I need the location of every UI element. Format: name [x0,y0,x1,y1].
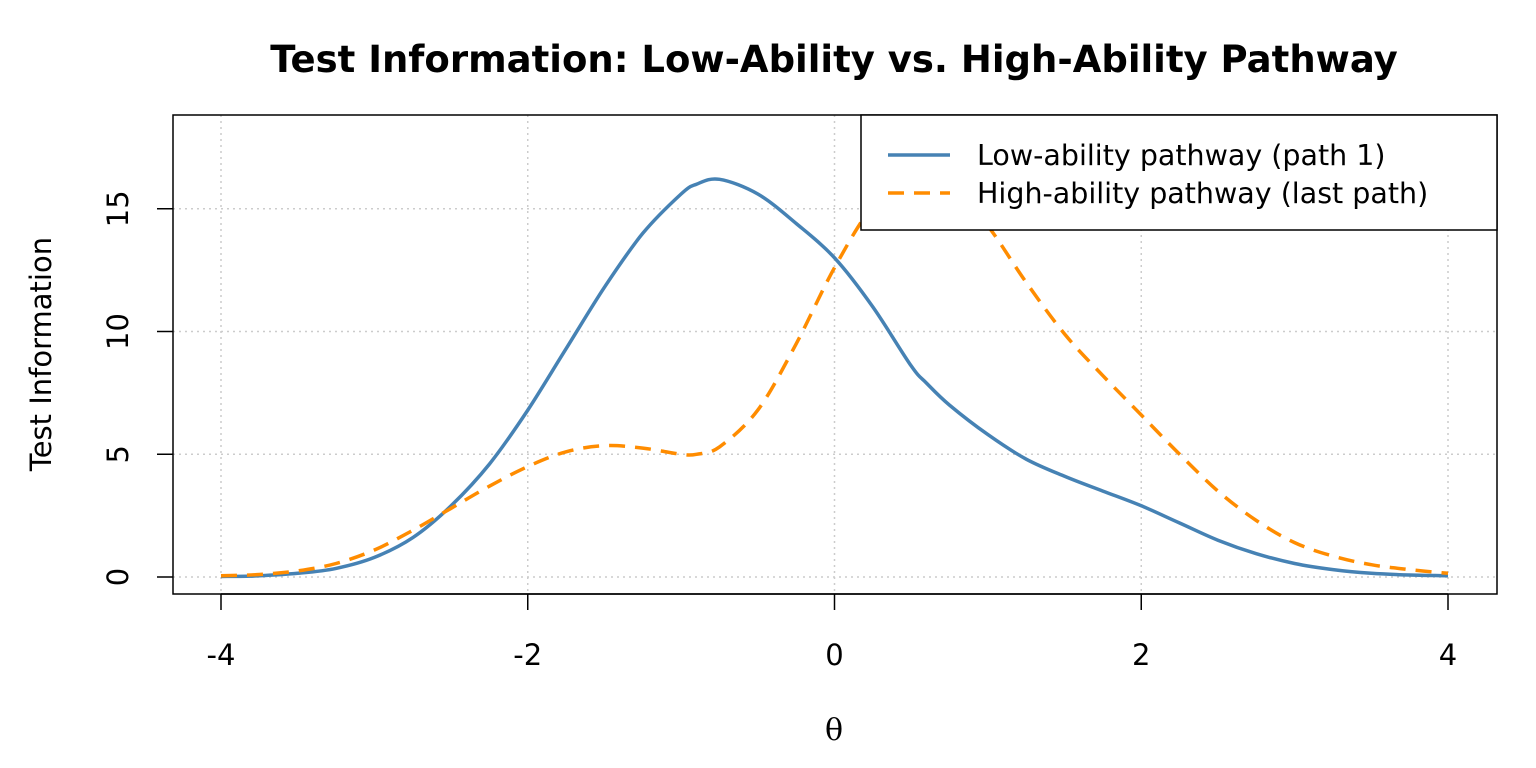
y-tick-label: 15 [101,190,135,227]
legend-label: High-ability pathway (last path) [977,177,1428,210]
x-tick-label: -2 [513,638,542,672]
series-line-high-ability [220,171,1449,578]
legend-box [860,114,1498,231]
y-tick-label: 5 [101,445,135,463]
chart-title: Test Information: Low-Ability vs. High-A… [270,38,1398,81]
series-layer [220,171,1449,579]
x-tick-label: 2 [1132,638,1150,672]
y-axis: 0 5 10 15 [101,190,173,586]
x-tick-label: -4 [207,638,236,672]
x-tick-label: 0 [825,638,843,672]
y-tick-label: 0 [101,568,135,586]
legend-label: Low-ability pathway (path 1) [977,139,1386,172]
y-tick-label: 10 [101,313,135,350]
x-axis-label: θ [825,713,843,748]
legend: Low-ability pathway (path 1) High-ability… [860,114,1498,231]
y-axis-label: Test Information [24,237,58,472]
x-axis: -4 -2 0 2 4 [207,593,1457,672]
series-line-low-ability [220,177,1449,579]
x-tick-label: 4 [1439,638,1457,672]
